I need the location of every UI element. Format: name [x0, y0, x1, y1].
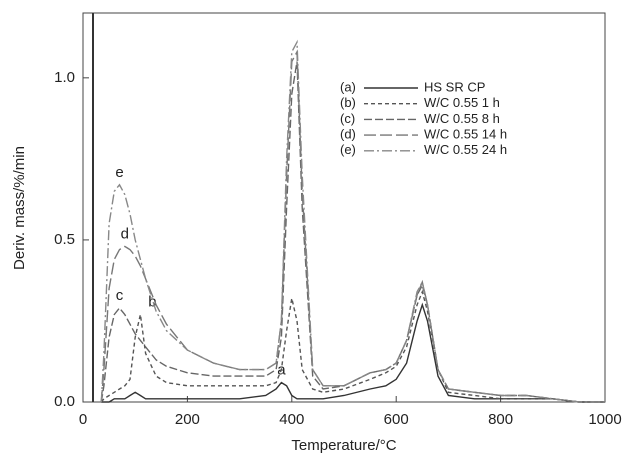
x-tick-label: 0 [79, 411, 87, 428]
legend-tag: (a) [340, 79, 356, 94]
legend-tag: (e) [340, 142, 356, 157]
legend-entry: (d) W/C 0.55 14 h [340, 127, 507, 142]
x-axis-label: Temperature/°C [291, 437, 396, 454]
legend-label: W/C 0.55 1 h [424, 95, 500, 110]
legend-tag: (d) [340, 127, 356, 142]
curve-label: e [115, 164, 123, 181]
legend-entry: (b) W/C 0.55 1 h [340, 95, 500, 110]
legend-label: W/C 0.55 24 h [424, 142, 507, 157]
curve-label: c [116, 287, 124, 304]
legend-tag: (b) [340, 95, 356, 110]
legend-label: W/C 0.55 14 h [424, 127, 507, 142]
legend-label: W/C 0.55 8 h [424, 111, 500, 126]
legend-entry: (c) W/C 0.55 8 h [340, 111, 500, 126]
plot-frame [82, 12, 606, 403]
x-tick-label: 600 [384, 411, 409, 428]
curve-label: b [148, 293, 156, 310]
legend-label: HS SR CP [424, 79, 485, 94]
series-line [100, 289, 605, 403]
y-tick-label: 0.0 [54, 393, 75, 410]
x-tick-label: 800 [488, 411, 513, 428]
legend-entry: (a) HS SR CP [340, 79, 485, 94]
series-line [101, 302, 605, 403]
x-tick-label: 200 [175, 411, 200, 428]
series-line [100, 39, 605, 403]
x-tick-label: 400 [279, 411, 304, 428]
curve-label: d [121, 225, 129, 242]
y-tick-label: 0.5 [54, 231, 75, 248]
legend-tag: (c) [340, 111, 355, 126]
legend-entry: (e) W/C 0.55 24 h [340, 142, 507, 157]
y-axis-label: Deriv. mass/%/min [11, 146, 28, 270]
x-tick-label: 1000 [588, 411, 621, 428]
y-tick-label: 1.0 [54, 69, 75, 86]
